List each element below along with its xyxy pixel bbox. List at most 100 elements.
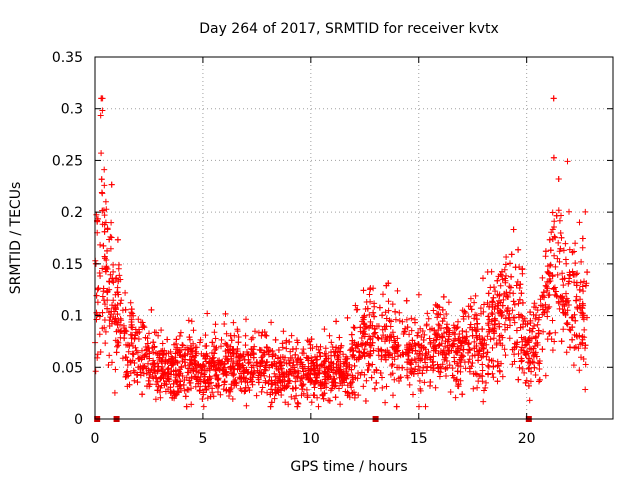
data-point (427, 379, 434, 385)
data-point (316, 349, 323, 356)
data-point (419, 328, 426, 334)
data-point (207, 393, 214, 400)
data-point (566, 275, 572, 282)
data-point (518, 355, 525, 362)
data-point (186, 377, 193, 384)
data-point (440, 293, 447, 300)
data-point (572, 260, 579, 267)
data-point (497, 310, 504, 317)
data-point (427, 364, 434, 371)
data-point (122, 373, 129, 380)
data-point (177, 381, 184, 388)
data-point (414, 332, 421, 339)
data-point (363, 377, 370, 384)
data-point (279, 344, 286, 351)
data-point (92, 368, 99, 375)
data-point (465, 358, 472, 365)
data-point (262, 362, 269, 369)
data-point (322, 345, 329, 352)
data-point (503, 293, 510, 299)
data-point (577, 304, 584, 311)
data-point (399, 318, 406, 325)
data-point (104, 305, 111, 312)
data-point (263, 332, 270, 339)
data-point (490, 357, 497, 364)
data-point (446, 347, 453, 354)
data-point (299, 363, 306, 370)
data-point (110, 297, 117, 304)
data-point (450, 337, 457, 344)
data-point (178, 363, 185, 370)
data-point (509, 307, 516, 314)
data-point (513, 343, 520, 350)
x-tick-label: 0 (91, 431, 100, 447)
data-point (359, 352, 366, 359)
data-point (517, 281, 524, 288)
data-point (508, 251, 515, 258)
data-point (185, 317, 192, 324)
data-point (453, 349, 460, 356)
data-point (165, 365, 172, 372)
data-point (530, 359, 537, 366)
data-point (107, 271, 114, 278)
data-point (527, 378, 534, 385)
data-point (579, 244, 586, 251)
data-point (405, 353, 411, 359)
data-point (97, 273, 104, 279)
data-point (289, 346, 296, 353)
data-point (200, 403, 207, 410)
data-point (379, 312, 386, 319)
data-point (395, 353, 401, 360)
data-point (293, 358, 300, 365)
data-point (354, 375, 361, 382)
data-point (491, 321, 498, 328)
data-point (502, 275, 508, 282)
data-point (381, 323, 388, 330)
data-point (411, 356, 418, 363)
data-point (99, 309, 106, 316)
data-point (497, 271, 504, 278)
data-point (213, 371, 220, 378)
data-point (317, 383, 324, 389)
data-point (99, 293, 106, 300)
data-point (579, 333, 586, 340)
data-point (349, 353, 356, 360)
data-point (511, 358, 518, 365)
data-point (447, 389, 454, 395)
data-point (186, 334, 193, 341)
data-point (362, 398, 369, 404)
data-point (200, 362, 207, 369)
data-point (94, 299, 101, 306)
data-point (574, 304, 581, 311)
data-point (101, 317, 108, 323)
data-point (557, 230, 564, 236)
data-point (164, 336, 171, 343)
data-point (486, 303, 493, 310)
data-point (474, 320, 481, 327)
data-point (539, 293, 546, 300)
data-point (408, 315, 415, 322)
data-point (313, 377, 320, 384)
data-point (499, 373, 506, 380)
data-point (375, 335, 382, 342)
data-point (263, 344, 270, 351)
data-point (196, 339, 203, 346)
data-point (563, 349, 570, 356)
data-point (490, 327, 497, 334)
data-point (134, 371, 141, 378)
data-point (369, 339, 376, 346)
data-point (364, 305, 371, 312)
data-point (469, 360, 476, 366)
data-point (317, 353, 324, 360)
data-point (158, 357, 165, 364)
data-point (221, 379, 228, 386)
data-point (132, 332, 139, 339)
data-point (107, 314, 114, 321)
data-point (489, 344, 496, 351)
data-point (237, 363, 244, 370)
data-point (253, 392, 260, 399)
data-point (541, 309, 548, 316)
data-point (404, 359, 411, 366)
data-point (292, 378, 299, 385)
